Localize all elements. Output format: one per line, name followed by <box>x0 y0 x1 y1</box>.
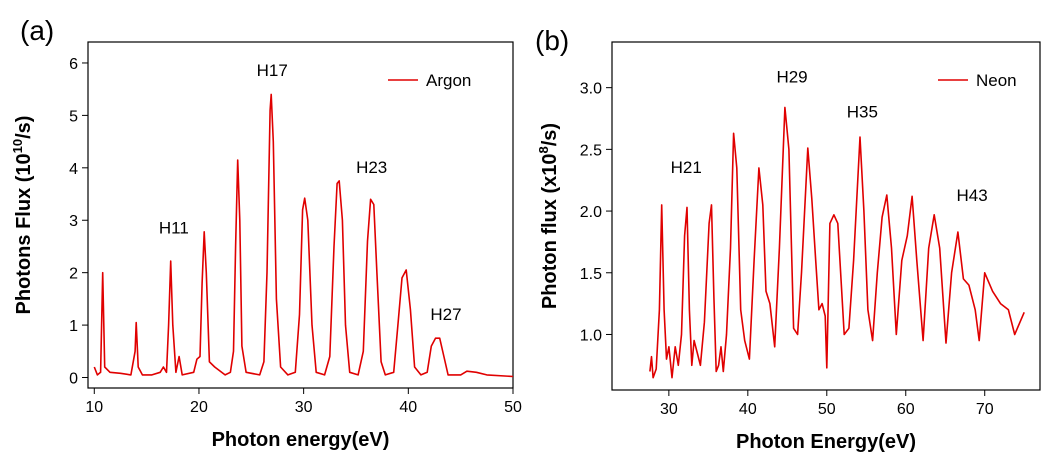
x-tick-label: 60 <box>897 401 915 418</box>
peak-annotation: H43 <box>956 186 987 205</box>
panel-label: (b) <box>535 25 569 56</box>
data-line <box>93 93 514 378</box>
peak-annotation: H29 <box>776 68 807 87</box>
plot-frame <box>87 41 514 389</box>
x-tick-label: 50 <box>818 401 836 418</box>
y-tick-label: 6 <box>69 56 78 73</box>
legend-label: Argon <box>426 71 471 90</box>
plot-frame <box>611 41 1041 391</box>
y-axis-label-end: /s) <box>539 123 561 146</box>
y-tick-label: 3.0 <box>580 81 602 98</box>
peak-annotation: H27 <box>430 305 461 324</box>
x-tick-label: 50 <box>504 399 522 416</box>
x-tick-label: 70 <box>976 401 994 418</box>
y-axis-label-superscript: 10 <box>10 139 25 153</box>
y-tick-label: 3 <box>69 213 78 230</box>
x-tick-label: 40 <box>399 399 417 416</box>
peak-annotation: H23 <box>356 158 387 177</box>
peak-annotation: H21 <box>671 158 702 177</box>
peak-annotation: H17 <box>257 61 288 80</box>
y-tick-label: 2.5 <box>580 142 602 159</box>
y-tick-label: 2.0 <box>580 204 602 221</box>
y-axis-label: Photon flux (x108/s) <box>536 123 561 309</box>
panel-label: (a) <box>20 15 54 46</box>
y-tick-label: 0 <box>69 371 78 388</box>
y-tick-label: 4 <box>69 161 78 178</box>
y-tick-label: 5 <box>69 108 78 125</box>
legend-label: Neon <box>976 71 1017 90</box>
x-tick-label: 30 <box>295 399 313 416</box>
y-tick-label: 2 <box>69 266 78 283</box>
y-axis-label: Photons Flux (1010/s) <box>10 116 35 315</box>
y-axis-label-end: /s) <box>13 116 35 139</box>
peak-annotation: H11 <box>159 218 189 237</box>
x-axis-label: Photon Energy(eV) <box>736 431 916 453</box>
y-tick-label: 1.5 <box>580 266 602 283</box>
y-axis-label-main: Photon flux (x10 <box>539 154 561 310</box>
x-tick-label: 40 <box>739 401 757 418</box>
x-tick-label: 30 <box>660 401 678 418</box>
y-axis-label-superscript: 8 <box>536 146 551 153</box>
y-tick-label: 1.0 <box>580 327 602 344</box>
peak-annotation: H35 <box>847 102 878 121</box>
x-tick-label: 20 <box>190 399 208 416</box>
data-line <box>649 106 1025 379</box>
x-axis-label: Photon energy(eV) <box>212 429 390 451</box>
x-tick-label: 10 <box>85 399 103 416</box>
y-axis-label-main: Photons Flux (10 <box>13 153 35 314</box>
y-tick-label: 1 <box>69 318 78 335</box>
